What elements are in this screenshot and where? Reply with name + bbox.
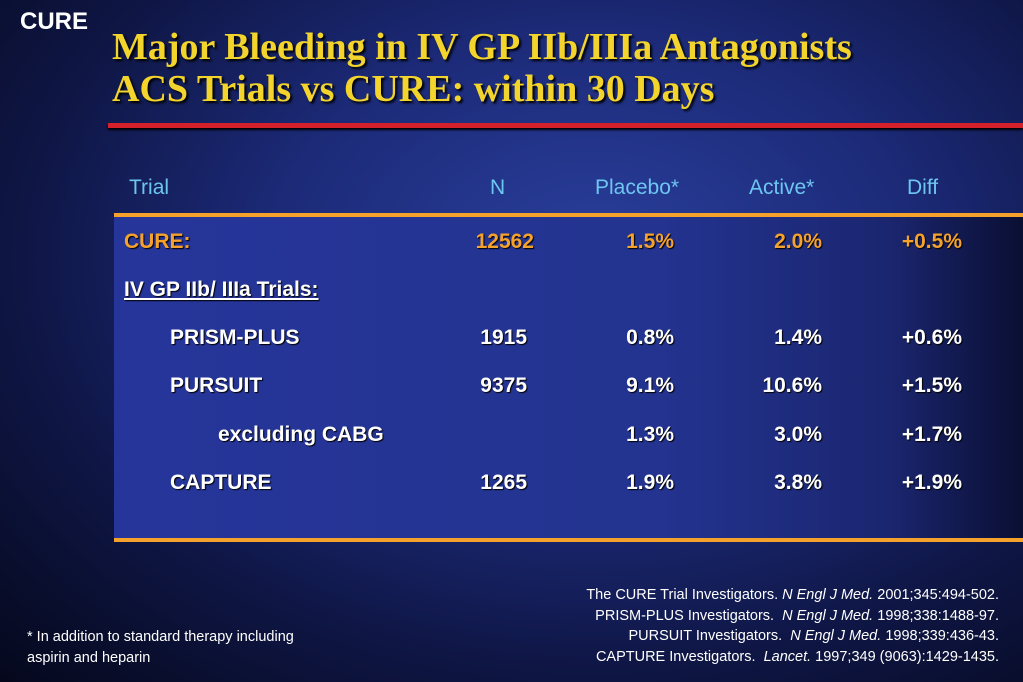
table-bottom-rule [114,538,1023,542]
trial-n: 1265 [480,471,527,494]
trial-name: CAPTURE [170,471,272,494]
reference-authors: CAPTURE Investigators. [595,648,756,665]
reference-journal: N Engl J Med. [782,587,874,603]
trial-n: 9375 [480,374,527,397]
reference-journal: Lancet. [763,648,812,665]
trial-active: 1.4% [774,326,822,349]
trial-name: CURE: [124,230,191,253]
reference-journal: N Engl J Med. [790,628,882,644]
trial-diff: +0.5% [901,230,962,253]
reference-item: PURSUIT Investigators. N Engl J Med. 199… [586,626,999,647]
header-n: N [490,176,506,199]
trial-n: 12562 [475,230,534,253]
trial-diff: +1.5% [901,374,962,397]
reference-cite: 1997;349 (9063):1429-1435. [815,648,999,665]
header-placebo: Placebo* [595,176,680,199]
title-line-1: Major Bleeding in IV GP IIb/IIIa Antagon… [112,26,852,68]
trial-diff: +0.6% [901,326,962,349]
trial-diff: +1.7% [901,423,962,446]
slide-title: Major Bleeding in IV GP IIb/IIIa Antagon… [112,26,1012,110]
title-line-2: ACS Trials vs CURE: within 30 Days [112,68,715,110]
header-diff: Diff [907,176,939,199]
header-active: Active* [749,176,815,199]
section-heading: IV GP IIb/ IIIa Trials: [124,278,319,301]
trial-active: 2.0% [774,230,822,253]
trial-n: 1915 [480,326,527,349]
corner-label: CURE [20,8,89,35]
trial-active: 10.6% [762,374,822,397]
footnote-line-2: aspirin and heparin [27,649,151,666]
title-divider [108,123,1023,128]
trial-diff: +1.9% [901,471,962,494]
table-top-rule [114,213,1023,217]
footnote: * In addition to standard therapy includ… [27,627,294,668]
trial-name: excluding CABG [218,423,384,446]
trial-name: PURSUIT [170,374,263,397]
reference-authors: The CURE Trial Investigators. [586,587,779,603]
trial-active: 3.0% [774,423,822,446]
header-trial: Trial [129,176,170,199]
reference-journal: N Engl J Med. [782,607,874,624]
trial-placebo: 0.8% [626,326,674,349]
reference-item: PRISM-PLUS Investigators. N Engl J Med. … [586,606,999,627]
trial-placebo: 1.5% [626,230,674,253]
footnote-line-1: * In addition to standard therapy includ… [27,629,294,645]
reference-authors: PRISM-PLUS Investigators. [595,607,775,624]
reference-cite: 2001;345:494-502. [877,587,999,603]
trial-placebo: 9.1% [626,374,674,397]
reference-authors: PURSUIT Investigators. [628,628,783,644]
reference-cite: 1998;339:436-43. [885,628,999,644]
reference-item: The CURE Trial Investigators. N Engl J M… [586,585,999,606]
references: The CURE Trial Investigators. N Engl J M… [586,585,999,667]
trial-placebo: 1.3% [626,423,674,446]
trial-active: 3.8% [774,471,822,494]
trial-name: PRISM-PLUS [170,326,300,349]
trial-placebo: 1.9% [626,471,674,494]
table-panel [114,217,1023,538]
reference-cite: 1998;338:1488-97. [877,607,999,624]
reference-item: CAPTURE Investigators. Lancet. 1997;349 … [586,647,999,668]
